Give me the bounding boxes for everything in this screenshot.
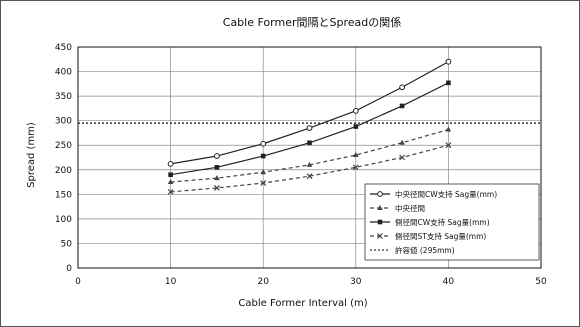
tick-labels: 0 50 100 150 200 250 300 350 400 450 0 10 20 30 40 50 <box>55 43 547 287</box>
series-point <box>445 126 452 132</box>
series-point <box>214 153 220 159</box>
legend-item: 側径間CW支持 Sag量(mm) <box>370 217 490 227</box>
series-point <box>213 185 220 191</box>
y-axis-title: Spread (mm) <box>26 122 37 188</box>
series-point <box>446 80 451 86</box>
series-point <box>306 173 313 180</box>
series-point <box>377 219 383 225</box>
series-point <box>168 172 173 177</box>
y-tick-label: 50 <box>61 239 73 249</box>
series-point <box>307 140 312 146</box>
y-tick-label: 450 <box>55 43 72 53</box>
series-1 <box>167 58 452 167</box>
legend-label: 側径間ST支持 Sag量(mm) <box>395 231 486 241</box>
y-tick-label: 0 <box>66 264 72 274</box>
x-tick-label: 20 <box>257 277 269 287</box>
x-tick-label: 10 <box>165 277 177 287</box>
legend-label: 側径間CW支持 Sag量(mm) <box>395 217 490 227</box>
legend-item: 許容値 (295mm) <box>370 245 455 255</box>
series-point <box>306 125 313 131</box>
series-point <box>214 165 220 170</box>
x-tick-label: 30 <box>350 277 362 287</box>
chart-title: Cable Former間隔とSpreadの関係 <box>223 16 401 29</box>
series-point <box>260 169 266 175</box>
series-point <box>399 139 405 145</box>
legend-item: 側径間ST支持 Sag量(mm) <box>370 231 486 241</box>
series-point <box>214 175 220 181</box>
series-point <box>399 103 405 109</box>
series-layer <box>78 58 541 195</box>
y-tick-label: 300 <box>55 117 72 127</box>
y-tick-label: 250 <box>55 141 72 151</box>
series-2 <box>167 126 452 185</box>
series-point <box>353 152 359 158</box>
x-tick-label: 40 <box>443 277 455 287</box>
series-point <box>260 180 267 186</box>
series-point <box>399 84 406 91</box>
series-point <box>260 153 266 159</box>
series-point <box>306 161 313 167</box>
series-point <box>353 124 359 129</box>
x-tick-label: 50 <box>535 277 547 287</box>
series-point <box>377 233 383 239</box>
y-tick-label: 150 <box>55 190 72 200</box>
series-point <box>167 179 174 185</box>
series-point <box>445 142 452 149</box>
plot-frame <box>77 46 542 269</box>
y-tick-label: 200 <box>55 166 72 176</box>
series-point <box>352 164 359 171</box>
x-tick-label: 0 <box>75 277 81 287</box>
legend-label: 中央径間 <box>395 203 425 213</box>
series-point <box>377 205 383 210</box>
series-point <box>377 191 383 197</box>
series-3 <box>168 80 451 177</box>
x-axis-title: Cable Former Interval (m) <box>238 298 367 309</box>
series-4 <box>167 142 452 195</box>
series-point <box>167 160 174 167</box>
series-point <box>399 154 406 161</box>
legend-item: 中央径間CW支持 Sag量(mm) <box>370 189 497 199</box>
legend-label: 許容値 (295mm) <box>395 245 455 255</box>
y-tick-label: 350 <box>55 92 72 102</box>
y-tick-label: 100 <box>55 215 72 225</box>
y-tick-label: 400 <box>55 68 72 78</box>
series-point <box>445 58 452 65</box>
series-point <box>167 188 174 195</box>
series-point <box>352 107 359 114</box>
series-point <box>260 140 267 147</box>
legend-item: 中央径間 <box>370 203 425 213</box>
legend-label: 中央径間CW支持 Sag量(mm) <box>395 189 497 199</box>
legend-box <box>364 183 540 261</box>
